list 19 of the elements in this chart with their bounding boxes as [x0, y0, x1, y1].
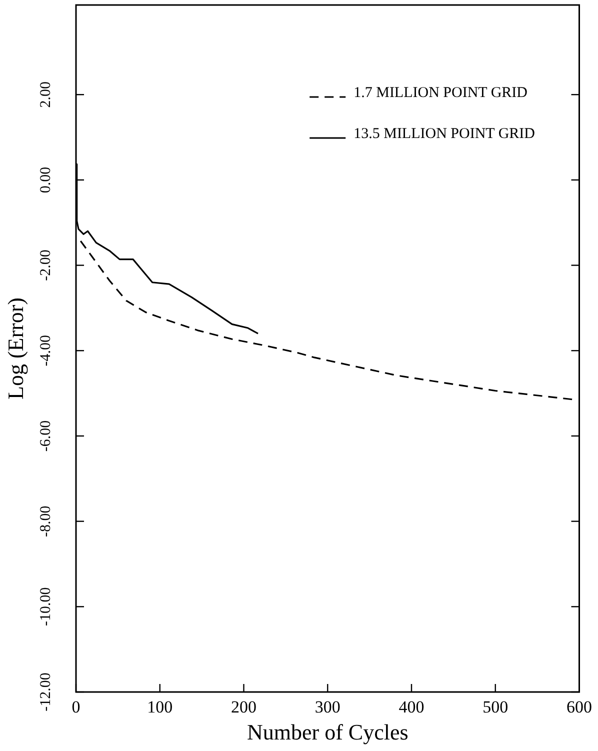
x-tick-label: 100 [147, 698, 173, 717]
y-tick-label: -6.00 [38, 420, 54, 452]
x-tick-label: 300 [314, 698, 340, 717]
y-tick-label: -12.00 [38, 672, 54, 712]
y-tick-label: -2.00 [38, 250, 54, 281]
x-tick-label: 600 [566, 698, 592, 717]
y-tick-label: -10.00 [38, 587, 54, 626]
x-tick-label: 200 [231, 698, 256, 717]
y-tick-label: 2.00 [38, 81, 54, 108]
x-axis-title: Number of Cycles [246, 720, 408, 745]
y-axis-title: Log (Error) [2, 297, 28, 400]
y-tick-label: -8.00 [38, 506, 54, 537]
legend-label: 1.7 MILLION POINT GRID [354, 84, 528, 101]
x-tick-label: 400 [398, 698, 424, 717]
x-tick-label: 0 [72, 698, 80, 717]
y-tick-label: -4.00 [38, 335, 54, 366]
x-tick-label: 500 [482, 698, 508, 717]
y-tick-label: 0.00 [38, 166, 54, 194]
legend-label: 13.5 MILLION POINT GRID [354, 126, 536, 142]
